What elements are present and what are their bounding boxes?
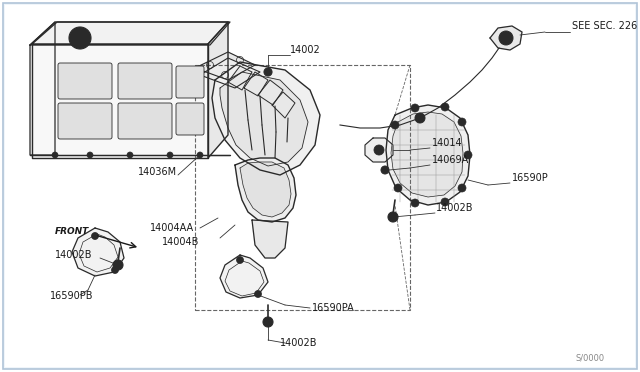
Circle shape	[388, 212, 398, 222]
FancyBboxPatch shape	[58, 103, 112, 139]
Polygon shape	[30, 22, 230, 45]
Circle shape	[255, 291, 262, 298]
Circle shape	[383, 168, 387, 172]
Circle shape	[113, 260, 123, 270]
Text: 16590PB: 16590PB	[50, 291, 93, 301]
Polygon shape	[220, 72, 308, 166]
Circle shape	[237, 257, 243, 263]
Polygon shape	[32, 44, 208, 158]
Text: FRONT: FRONT	[55, 228, 89, 237]
Polygon shape	[490, 26, 522, 50]
Circle shape	[381, 166, 389, 174]
Circle shape	[167, 152, 173, 158]
Circle shape	[127, 152, 133, 158]
Text: 14002: 14002	[290, 45, 321, 55]
Text: SEE SEC. 226: SEE SEC. 226	[572, 21, 637, 31]
Polygon shape	[244, 72, 268, 96]
Circle shape	[87, 152, 93, 158]
Polygon shape	[208, 22, 228, 158]
Polygon shape	[252, 220, 288, 258]
Text: S/0000: S/0000	[575, 353, 604, 362]
Bar	[195, 65, 410, 310]
Polygon shape	[32, 22, 228, 44]
Polygon shape	[195, 52, 255, 80]
Circle shape	[464, 151, 472, 159]
Circle shape	[92, 232, 99, 240]
Polygon shape	[258, 80, 283, 105]
Circle shape	[111, 266, 118, 273]
Circle shape	[52, 152, 58, 158]
Text: 16590P: 16590P	[512, 173, 548, 183]
Polygon shape	[228, 66, 252, 90]
Circle shape	[69, 27, 91, 49]
Polygon shape	[235, 158, 296, 222]
Circle shape	[411, 104, 419, 112]
Circle shape	[263, 317, 273, 327]
Text: 16590PA: 16590PA	[312, 303, 355, 313]
Circle shape	[458, 118, 466, 126]
FancyBboxPatch shape	[118, 63, 172, 99]
Circle shape	[197, 152, 203, 158]
FancyBboxPatch shape	[118, 103, 172, 139]
FancyBboxPatch shape	[176, 66, 204, 98]
Circle shape	[391, 121, 399, 129]
Circle shape	[499, 31, 513, 45]
Circle shape	[441, 103, 449, 111]
Circle shape	[394, 184, 402, 192]
Text: 14002B: 14002B	[436, 203, 474, 213]
Polygon shape	[72, 228, 124, 276]
Text: 14002B: 14002B	[280, 338, 317, 348]
Text: 14036M: 14036M	[138, 167, 177, 177]
Circle shape	[411, 199, 419, 207]
Polygon shape	[220, 255, 268, 298]
Text: 14014: 14014	[432, 138, 463, 148]
Circle shape	[441, 198, 449, 206]
Polygon shape	[240, 162, 291, 217]
Circle shape	[458, 184, 466, 192]
Polygon shape	[365, 138, 393, 162]
Polygon shape	[200, 58, 260, 88]
Polygon shape	[272, 92, 295, 118]
Polygon shape	[386, 105, 470, 205]
Text: 14069A: 14069A	[432, 155, 469, 165]
FancyBboxPatch shape	[58, 63, 112, 99]
Text: 14004B: 14004B	[162, 237, 200, 247]
Polygon shape	[391, 112, 463, 197]
Circle shape	[374, 145, 384, 155]
Circle shape	[415, 113, 425, 123]
FancyBboxPatch shape	[176, 103, 204, 135]
Circle shape	[264, 68, 272, 76]
Text: 14004AA: 14004AA	[150, 223, 194, 233]
Text: 14002B: 14002B	[55, 250, 93, 260]
Polygon shape	[30, 22, 55, 155]
Polygon shape	[212, 62, 320, 175]
